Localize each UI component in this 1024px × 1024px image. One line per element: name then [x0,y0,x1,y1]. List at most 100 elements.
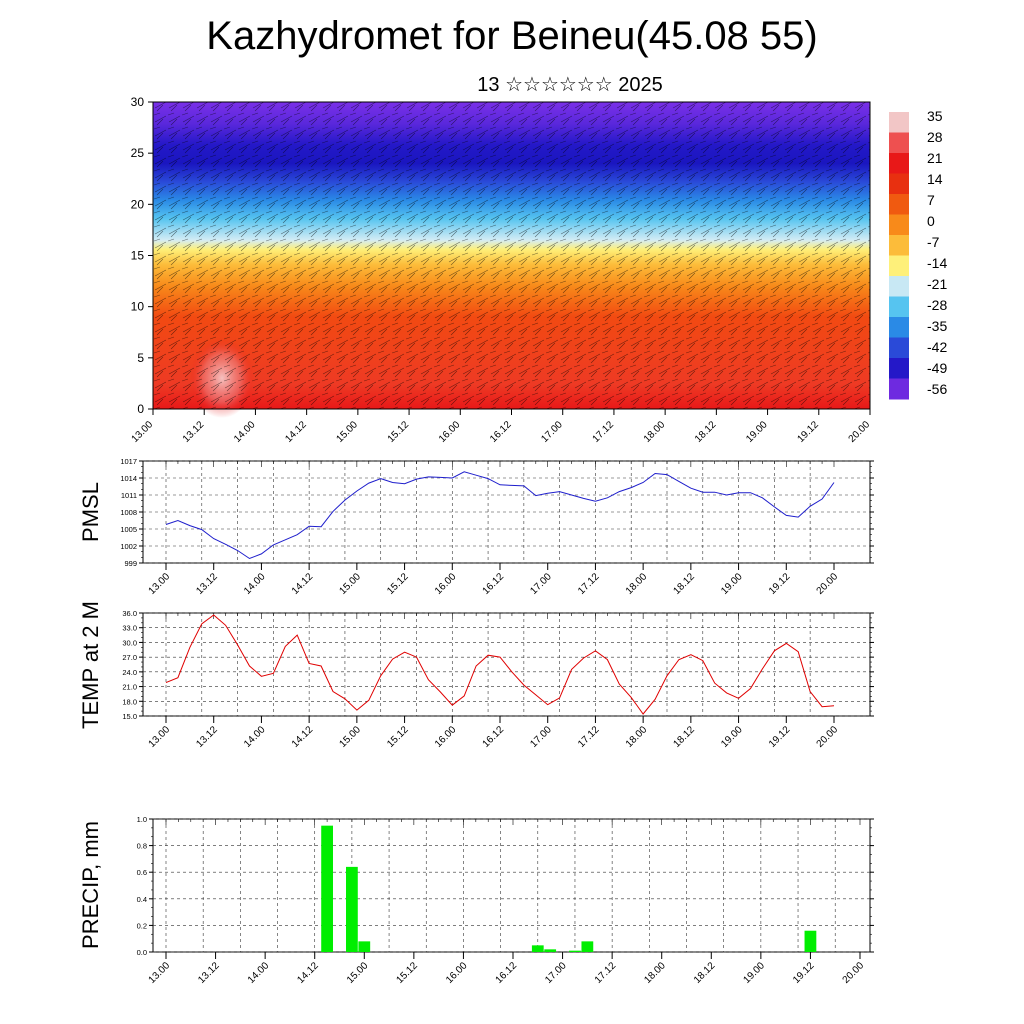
x-tick-label: 20.00 [815,571,841,597]
temperature-panel: TEMP at 2 M 15.0 18.0 21.0 24.0 27.0 30.0 33.0… [78,601,874,750]
temperature-series-line [165,614,835,715]
x-tick-label: 13.12 [194,571,220,597]
chart-subtitle: 13 ☆☆☆☆☆☆ 2025 [477,74,663,96]
x-tick-label: 20.00 [815,724,841,750]
y-tick-label: 1.0 [137,815,147,824]
colorbar-swatch [889,132,909,154]
x-tick-label: 14.00 [246,960,272,986]
colorbar-swatch [889,296,909,318]
x-tick-label: 17.12 [576,571,602,597]
y-tick-label: 1005 [120,525,137,534]
precip-bar [569,950,581,952]
x-tick-label: 19.00 [744,419,770,445]
cross-section-y-axis: 0 5 10 15 20 25 30 [131,95,153,416]
x-tick-label: 19.12 [795,419,821,445]
x-tick-label: 14.00 [242,571,268,597]
precip-bar [346,866,358,952]
precipitation-frame [152,818,871,953]
y-tick-label: 24.0 [122,668,137,677]
x-tick-label: 16.12 [488,419,514,445]
pmsl-axis-label: PMSL [78,482,103,542]
chart-title: Kazhydromet for Beineu(45.08 55) [206,14,818,58]
colorbar-label: -21 [927,276,947,292]
x-tick-label: 15.00 [345,960,371,986]
x-tick-label: 18.00 [642,419,668,445]
colorbar-swatch [889,276,909,297]
y-tick-label: 30.0 [122,638,137,647]
colorbar-swatch [889,112,909,133]
y-tick-label: 0.6 [137,868,147,877]
y-tick-label: 0.8 [137,842,147,851]
x-tick-label: 16.00 [437,419,463,445]
y-tick-label: 21.0 [122,683,137,692]
y-tick-label: 15 [131,249,145,263]
colorbar-swatch [889,337,909,359]
y-tick-label: 0.0 [137,948,147,957]
y-tick-label: 15.0 [122,712,137,721]
x-tick-label: 17.12 [576,724,602,750]
colorbar-label: 14 [927,171,943,187]
precip-bar [531,945,544,952]
precip-bar [321,825,333,952]
colorbar-swatch [889,235,909,256]
x-tick-label: 17.12 [591,419,617,445]
x-tick-label: 14.12 [295,960,321,986]
x-tick-label: 13.00 [147,571,173,597]
x-tick-label: 19.12 [791,960,817,986]
y-tick-label: 999 [124,559,137,568]
x-tick-label: 15.00 [335,419,361,445]
x-tick-label: 19.00 [742,960,768,986]
x-tick-label: 13.12 [194,724,220,750]
x-tick-label: 14.12 [290,724,316,750]
x-tick-label: 13.00 [147,960,173,986]
x-tick-label: 15.00 [338,724,364,750]
x-tick-label: 16.00 [433,724,459,750]
x-tick-label: 17.12 [593,960,619,986]
x-tick-label: 17.00 [528,724,554,750]
colorbar-label: 28 [927,129,943,145]
x-tick-label: 15.12 [386,419,412,445]
x-tick-label: 19.12 [767,724,793,750]
x-tick-label: 18.12 [692,960,718,986]
x-tick-label: 14.00 [232,419,258,445]
x-tick-label: 20.00 [847,419,873,445]
x-tick-label: 15.12 [395,960,421,986]
y-tick-label: 1002 [120,542,137,551]
x-tick-label: 19.00 [719,724,745,750]
colorbar-label: 35 [927,108,943,124]
colorbar-label: 7 [927,192,935,208]
x-tick-label: 16.00 [444,960,470,986]
x-tick-label: 13.00 [147,724,173,750]
x-tick-label: 19.00 [719,571,745,597]
temperature-frame [142,612,871,717]
y-tick-label: 18.0 [122,697,137,706]
y-tick-label: 0 [137,402,144,416]
colorbar-swatch [889,214,909,236]
precip-bar [581,941,594,952]
y-tick-label: 36.0 [122,609,137,618]
temperature-axis-label: TEMP at 2 M [78,601,103,729]
colorbar-label: -49 [927,360,947,376]
y-tick-label: 1008 [120,508,137,517]
precip-bar [804,930,817,952]
y-tick-label: 1011 [121,491,137,500]
colorbar-swatch [889,317,909,338]
y-tick-label: 10 [131,300,145,314]
colorbar-swatch [889,153,909,174]
y-tick-label: 30 [131,95,145,109]
y-tick-label: 33.0 [122,624,137,633]
y-tick-label: 0.2 [137,921,147,930]
colorbar-label: 21 [927,150,943,166]
x-tick-label: 18.12 [693,419,719,445]
cross-section-panel: 0 5 10 15 20 25 30 13.00 13.12 14.00 14.12 15.00 15… [130,95,948,445]
x-tick-label: 17.00 [539,419,565,445]
colorbar-label: -28 [927,297,947,313]
x-tick-label: 13.12 [196,960,222,986]
x-tick-label: 16.12 [481,724,507,750]
colorbar-swatch [889,194,909,215]
colorbar-swatch [889,173,909,195]
precip-bar [544,949,557,952]
y-tick-label: 1014 [120,474,137,483]
colorbar: 35 28 21 14 7 0 -7 -14 -21 -28 -35 -42 -49 -56 [889,108,947,400]
cross-section-x-axis: 13.00 13.12 14.00 14.12 15.00 15.12 16.00 16.12… [130,409,873,445]
